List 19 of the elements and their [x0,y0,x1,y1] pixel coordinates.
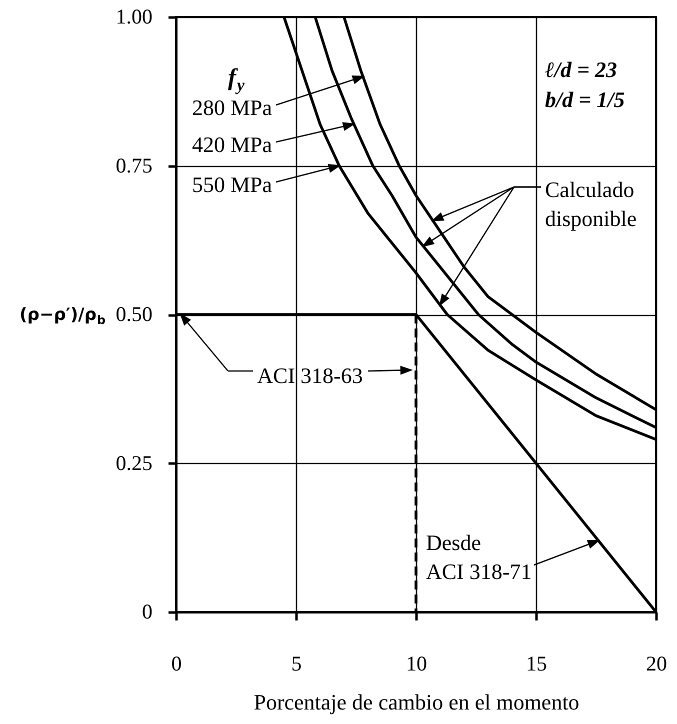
annotation: 280 MPa [192,95,272,120]
y-tick-label: 0.50 [116,302,152,326]
annotation: ACI 318-63 [257,363,363,388]
annotation: 550 MPa [192,172,272,197]
annotation: ℓ/d = 23 [545,57,618,82]
x-tick-label: 10 [406,652,427,676]
annotation: Desde ACI 318-71 [426,530,532,584]
annotation: 420 MPa [192,132,272,157]
y-tick-label: 0.25 [116,450,152,475]
y-tick-label: 1.00 [116,4,152,28]
x-axis-title: Porcentaje de cambio en el momento [254,690,580,714]
annotation: Calculado disponible [545,177,637,231]
x-tick-label: 0 [171,652,182,676]
y-tick-label: 0 [142,600,152,624]
x-tick-label: 15 [526,652,547,676]
x-tick-label: 5 [291,652,302,676]
annotation: b/d = 1/5 [545,87,625,112]
x-tick-label: 20 [646,652,667,676]
y-tick-label: 0.75 [116,153,152,178]
